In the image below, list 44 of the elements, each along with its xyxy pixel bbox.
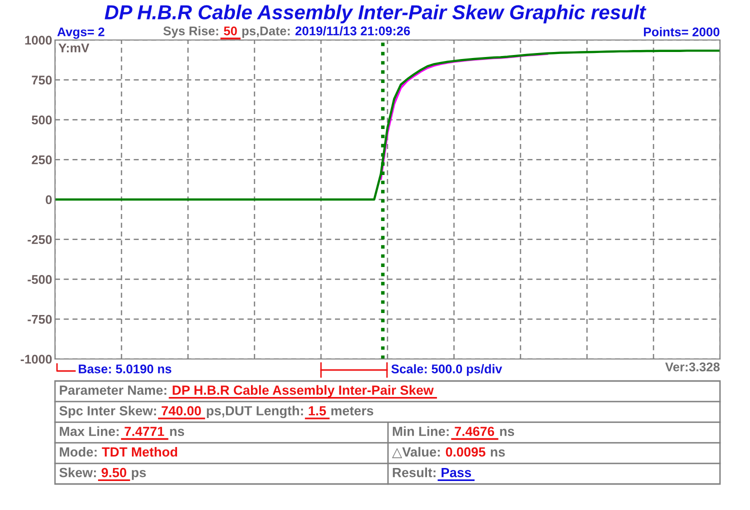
text: Avgs= 2 [57,27,104,39]
text: 7.4771 [124,426,164,436]
y-tick-label: -1000 [20,354,52,364]
text: Mode: [60,446,97,457]
text: Ver:3.328 [665,362,720,372]
y-tick-label: -750 [28,314,52,324]
text: 2019/11/13 21:09:26 [295,26,410,36]
line-series [380,52,548,180]
text: ps,Date: [242,26,290,38]
y-tick-label: 250 [32,155,52,164]
text: meters [331,406,374,416]
text: Result: [392,468,436,478]
text: ps,DUT Length: [206,406,303,418]
y-tick-label: 500 [32,116,52,124]
text: 7.4676 [454,426,494,436]
text: Skew: [59,468,96,478]
text: Sys Rise: [163,26,218,38]
text: Points= 2000 [644,27,720,36]
text: 1.5 [308,406,326,416]
text: 9.50 [102,468,126,478]
text: 740.00 [162,406,201,416]
y-tick-label: 750 [32,76,52,85]
y-tick-label: -250 [28,235,52,244]
text: Parameter Name: [60,386,166,395]
y-tick-label: -500 [28,275,52,284]
text: Max Line: [60,426,119,436]
text: 50 [224,26,237,36]
y-axis-title: Y:mV [58,44,90,52]
text: △Value: [392,446,440,458]
text: ns [490,449,505,457]
text: Min Line: [392,426,449,436]
y-tick-label: 1000 [25,36,52,45]
y-tick-label: 0 [46,195,52,204]
text: Pass [442,468,472,478]
text: TDT Method [102,446,178,457]
chart-title: DP H.B.R Cable Assembly Inter-Pair Skew Graphic result [104,4,646,24]
text: DP H.B.R Cable Assembly Inter-Pair Skew [172,385,434,398]
text: ns [170,428,184,436]
text: ns [500,428,514,436]
text: 0.0095 [446,447,486,457]
text: Spc Inter Skew: [59,406,156,418]
text: Base: 5.0190 ns [78,364,172,374]
text: ps [132,470,146,480]
text: Scale: 500.0 ps/div [391,364,502,376]
